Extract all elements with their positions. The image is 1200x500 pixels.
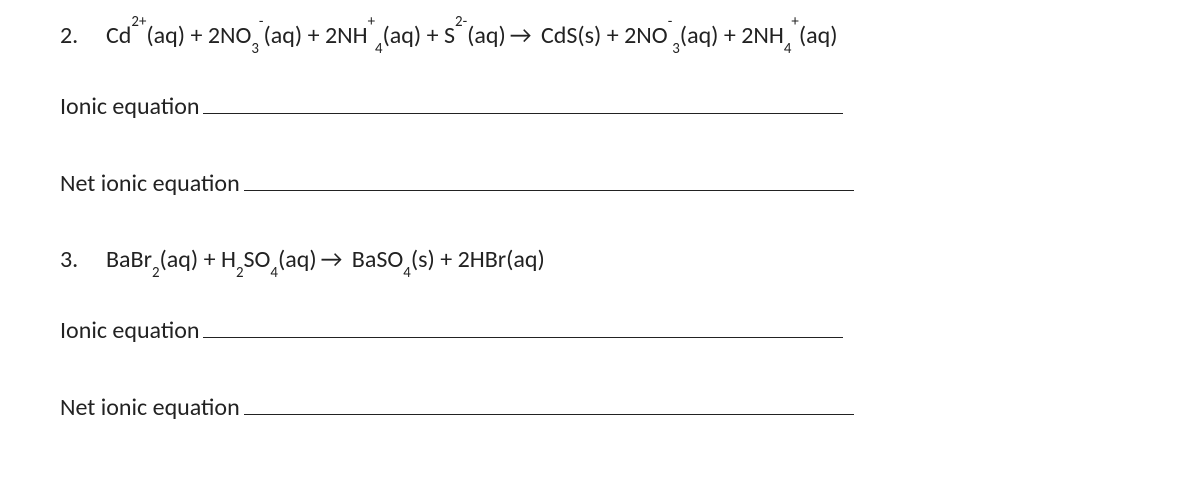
worksheet-page: 2. Cd2+(aq) + 2NO3-(aq) + 2NH+4(aq) + S2…: [0, 0, 1200, 443]
problem-row: 3. BaBr2(aq) + H2SO4(aq)→ BaSO4(s) + 2HB…: [60, 244, 1140, 275]
net-ionic-equation-label: Net ionic equation: [60, 168, 240, 199]
blank-line: [203, 313, 843, 338]
equation-text: Cd2+(aq) + 2NO3-(aq) + 2NH+4(aq) + S2-(a…: [106, 20, 1140, 51]
net-ionic-equation-line: Net ionic equation: [60, 390, 1140, 423]
problem-number: 3.: [60, 244, 106, 275]
blank-line: [244, 166, 854, 191]
ionic-equation-label: Ionic equation: [60, 315, 199, 346]
net-ionic-equation-label: Net ionic equation: [60, 392, 240, 423]
ionic-equation-line: Ionic equation: [60, 313, 1140, 346]
blank-line: [203, 89, 843, 114]
problem-row: 2. Cd2+(aq) + 2NO3-(aq) + 2NH+4(aq) + S2…: [60, 20, 1140, 51]
problem-number: 2.: [60, 20, 106, 51]
ionic-equation-line: Ionic equation: [60, 89, 1140, 122]
blank-line: [244, 390, 854, 415]
equation-text: BaBr2(aq) + H2SO4(aq)→ BaSO4(s) + 2HBr(a…: [106, 244, 1140, 275]
net-ionic-equation-line: Net ionic equation: [60, 166, 1140, 199]
ionic-equation-label: Ionic equation: [60, 91, 199, 122]
